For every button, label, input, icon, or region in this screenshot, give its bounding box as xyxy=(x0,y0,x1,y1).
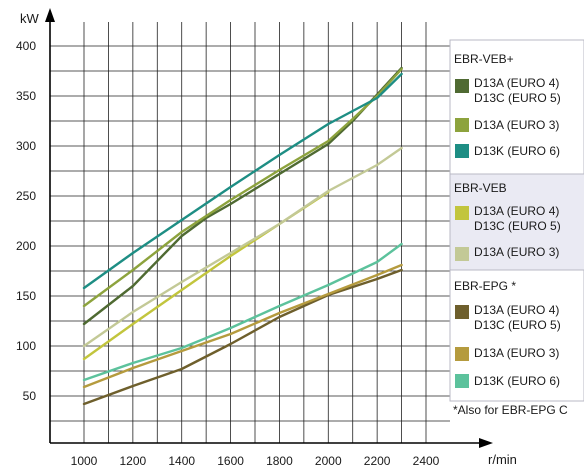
legend: EBR-VEB+D13A (EURO 4)D13C (EURO 5)D13A (… xyxy=(449,39,584,417)
series-lines xyxy=(82,66,403,406)
legend-entry-label: D13A (EURO 4) xyxy=(474,76,559,90)
legend-swatch xyxy=(455,206,469,220)
series-line-6 xyxy=(82,263,403,389)
tick-labels: 1000 1200 1400 1600 1800 2000 2200 2400 50 100 150… xyxy=(16,39,440,466)
legend-entry-label: D13C (EURO 5) xyxy=(474,219,561,233)
y-axis-label: kW xyxy=(20,11,40,26)
legend-entry-label: D13K (EURO 6) xyxy=(474,144,560,158)
legend-entry-label: D13A (EURO 3) xyxy=(474,346,559,360)
legend-entry-label: D13A (EURO 3) xyxy=(474,245,559,259)
legend-swatch xyxy=(455,144,469,158)
grid xyxy=(50,22,450,443)
legend-swatch xyxy=(455,79,469,93)
legend-group-band xyxy=(450,174,584,270)
series-line-2 xyxy=(82,72,403,290)
x-tick-label: 1800 xyxy=(266,454,293,466)
legend-footnote: *Also for EBR-EPG C xyxy=(453,403,568,417)
legend-swatch xyxy=(455,118,469,132)
legend-group-title: EBR-VEB xyxy=(454,181,507,195)
axes: kW r/min xyxy=(20,8,517,466)
y-tick-label: 300 xyxy=(16,139,36,153)
legend-swatch xyxy=(455,247,469,261)
y-tick-label: 200 xyxy=(16,239,36,253)
y-tick-label: 150 xyxy=(16,289,36,303)
x-axis-arrow xyxy=(479,438,493,448)
x-tick-label: 2200 xyxy=(364,454,391,466)
legend-group-title: EBR-VEB+ xyxy=(454,52,514,66)
series-line-1 xyxy=(82,67,403,308)
y-tick-label: 50 xyxy=(23,389,37,403)
x-tick-label: 1400 xyxy=(168,454,195,466)
legend-swatch xyxy=(455,347,469,361)
legend-entry-label: D13K (EURO 6) xyxy=(474,374,560,388)
legend-entry-label: D13A (EURO 3) xyxy=(474,118,559,132)
legend-entry-label: D13A (EURO 4) xyxy=(474,303,559,317)
legend-swatch xyxy=(455,305,469,319)
x-tick-label: 2000 xyxy=(315,454,342,466)
series-line-0 xyxy=(82,66,403,326)
y-tick-label: 400 xyxy=(16,39,36,53)
legend-entry-label: D13A (EURO 4) xyxy=(474,204,559,218)
y-tick-label: 100 xyxy=(16,339,36,353)
x-tick-label: 1200 xyxy=(120,454,147,466)
y-tick-label: 250 xyxy=(16,189,36,203)
y-axis-arrow xyxy=(45,8,55,22)
legend-group-title: EBR-EPG * xyxy=(454,279,516,293)
legend-entry-label: D13C (EURO 5) xyxy=(474,91,561,105)
x-tick-label: 1600 xyxy=(217,454,244,466)
x-tick-label: 2400 xyxy=(413,454,440,466)
legend-entry-label: D13C (EURO 5) xyxy=(474,318,561,332)
series-line-5 xyxy=(82,268,403,406)
y-tick-label: 350 xyxy=(16,89,36,103)
series-line-7 xyxy=(82,242,403,382)
x-axis-label: r/min xyxy=(488,452,517,466)
series-line-4 xyxy=(82,146,403,348)
legend-swatch xyxy=(455,374,469,388)
x-tick-label: 1000 xyxy=(71,454,98,466)
